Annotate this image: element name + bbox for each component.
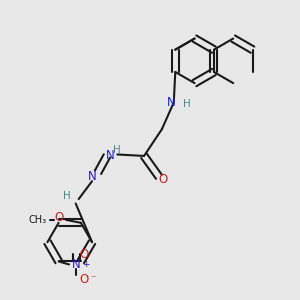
Text: H: H	[113, 145, 121, 155]
Text: +: +	[82, 260, 89, 269]
Text: O: O	[79, 273, 88, 286]
Text: ⁻: ⁻	[90, 274, 95, 284]
Text: N: N	[72, 258, 81, 271]
Text: N: N	[167, 96, 175, 109]
Text: N: N	[88, 170, 96, 183]
Text: O: O	[79, 248, 88, 260]
Text: H: H	[63, 191, 71, 201]
Text: N: N	[106, 149, 114, 162]
Text: H: H	[183, 99, 191, 109]
Text: CH₃: CH₃	[29, 215, 47, 225]
Text: O: O	[54, 211, 63, 224]
Text: O: O	[159, 173, 168, 186]
